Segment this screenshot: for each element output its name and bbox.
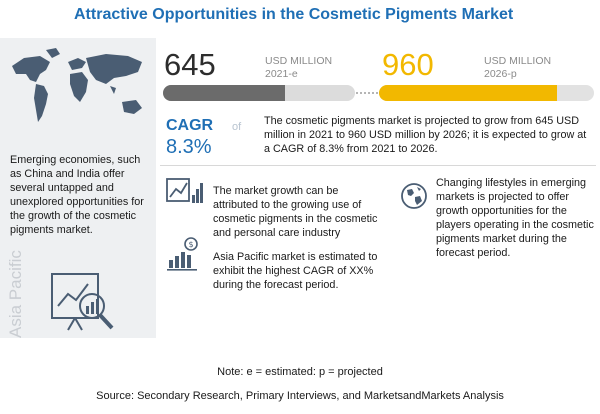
analytics-magnifier-icon [51,273,114,331]
dollar-bar-chart-icon: $ [167,237,198,271]
point-growth-text: The market growth can be attributed to t… [213,185,378,239]
bar-connector [356,92,378,94]
growth-chart-icon [166,178,203,203]
value-2026: 960 [382,47,434,82]
left-panel: Emerging economies, such as China and In… [0,38,156,338]
cagr-description: The cosmetic pigments market is projecte… [264,115,587,155]
point-apac-text: Asia Pacific market is estimated to exhi… [213,251,378,291]
footnote: Note: e = estimated: p = projected [217,366,383,378]
world-map-icon [12,48,142,122]
bar-2021-fill [163,85,285,101]
cagr-label: CAGR [166,117,214,134]
cagr-of: of [232,121,242,133]
source-line: Source: Secondary Research, Primary Inte… [96,390,504,402]
unit-2021: USD MILLION 2021-e [265,55,333,80]
divider [160,165,596,166]
page-title: Attractive Opportunities in the Cosmetic… [74,6,514,23]
point-lifestyle-text: Changing lifestyles in emerging markets … [436,177,594,259]
svg-text:$: $ [188,240,193,249]
region-label: Asia Pacific [6,250,25,338]
cagr-value: 8.3% [166,136,212,158]
unit-2026: USD MILLION 2026-p [484,55,552,80]
left-panel-text: Emerging economies, such as China and In… [10,154,144,236]
bar-2026-fill [379,85,557,101]
value-2021: 645 [164,47,216,82]
globe-icon [401,183,427,209]
